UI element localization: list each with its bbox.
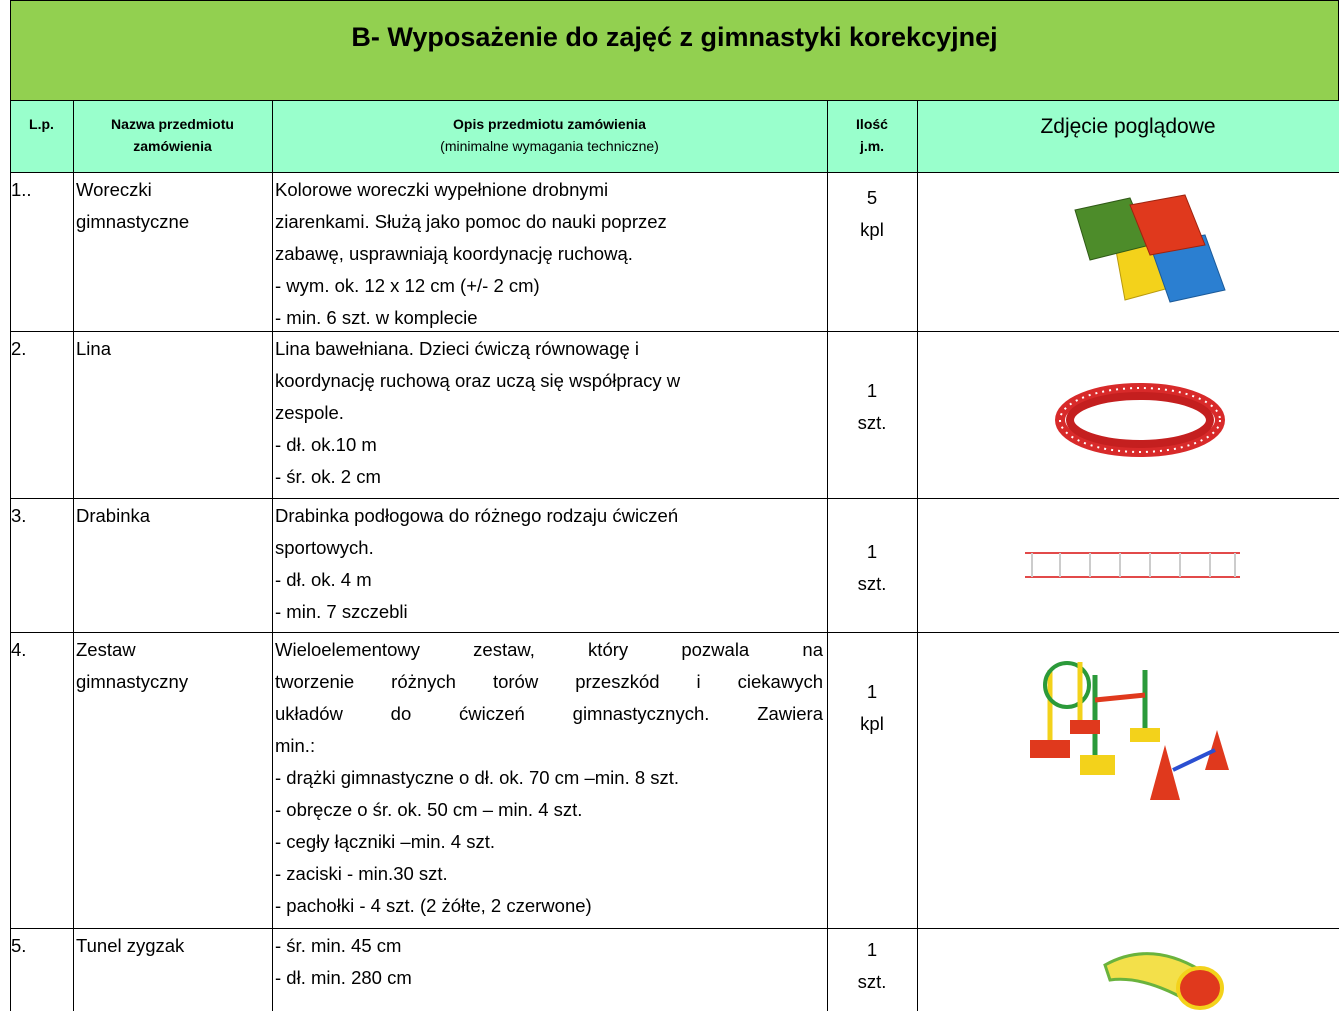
header-name: Nazwa przedmiotu xyxy=(111,116,234,132)
header-quantity: j.m. xyxy=(859,138,885,154)
description-line: Wieloelementowy zestaw, który pozwala na xyxy=(275,639,823,660)
description-line: - drążki gimnastyczne o dł. ok. 70 cm –m… xyxy=(275,767,680,788)
description-line: sportowych. xyxy=(275,537,374,558)
description-line: - pachołki - 4 szt. (2 żółte, 2 czerwone… xyxy=(275,895,592,916)
column-divider xyxy=(73,100,74,1011)
header-lp: L.p. xyxy=(29,116,54,132)
item-name: gimnastyczny xyxy=(76,671,189,692)
quantity-amount: 1 xyxy=(866,939,878,960)
column-divider xyxy=(827,100,828,1011)
description-line: Kolorowe woreczki wypełnione drobnymi xyxy=(275,179,609,200)
description-line: min.: xyxy=(275,735,316,756)
row-number: 4. xyxy=(11,639,27,660)
description-line: - śr. ok. 2 cm xyxy=(275,466,381,487)
row-number: 3. xyxy=(11,505,27,526)
row-border xyxy=(10,498,1339,499)
quantity-unit: szt. xyxy=(857,573,887,594)
row-border xyxy=(10,172,1339,173)
header-description: (minimalne wymagania techniczne) xyxy=(440,138,659,154)
item-name: gimnastyczne xyxy=(76,211,190,232)
row-number: 1.. xyxy=(11,179,32,200)
row-number: 5. xyxy=(11,935,27,956)
description-line: - min. 6 szt. w komplecie xyxy=(275,307,478,328)
description-line: Drabinka podłogowa do różnego rodzaju ćw… xyxy=(275,505,679,526)
row-border xyxy=(10,331,1339,332)
description-line: - śr. min. 45 cm xyxy=(275,935,402,956)
description-line: koordynację ruchową oraz uczą się współp… xyxy=(275,370,681,391)
description-line: - zaciski - min.30 szt. xyxy=(275,863,448,884)
description-line: ziarenkami. Służą jako pomoc do nauki po… xyxy=(275,211,667,232)
header-quantity: Ilość xyxy=(856,116,888,132)
quantity-unit: szt. xyxy=(857,971,887,992)
quantity-amount: 1 xyxy=(866,681,878,702)
quantity-amount: 1 xyxy=(866,541,878,562)
item-name: Lina xyxy=(76,338,111,359)
description-line: układów do ćwiczeń gimnastycznych. Zawie… xyxy=(275,703,823,724)
item-name: Woreczki xyxy=(76,179,152,200)
row-number: 2. xyxy=(11,338,27,359)
column-divider xyxy=(917,100,918,1011)
description-line: - cegły łączniki –min. 4 szt. xyxy=(275,831,496,852)
description-line: zespole. xyxy=(275,402,344,423)
description-line: Lina bawełniana. Dzieci ćwiczą równowagę… xyxy=(275,338,640,359)
quantity-unit: kpl xyxy=(860,219,884,240)
quantity-unit: szt. xyxy=(857,412,887,433)
photo-header xyxy=(917,100,1339,173)
image-bags xyxy=(1074,194,1226,303)
row-border xyxy=(10,928,1339,929)
description-line: - dł. min. 280 cm xyxy=(275,967,412,988)
description-line: - dł. ok.10 m xyxy=(275,434,377,455)
title-bar xyxy=(10,0,1339,101)
description-line: - wym. ok. 12 x 12 cm (+/- 2 cm) xyxy=(275,275,540,296)
image-tunnel xyxy=(1103,952,1224,1010)
image-rope xyxy=(1055,383,1225,457)
description-line: - dł. ok. 4 m xyxy=(275,569,372,590)
title: B- Wyposażenie do zajęć z gimnastyki kor… xyxy=(351,22,998,52)
column-divider xyxy=(272,100,273,1011)
row-border xyxy=(10,632,1339,633)
quantity-amount: 5 xyxy=(866,187,878,208)
column-divider xyxy=(10,100,11,1011)
description-line: zabawę, usprawniają koordynację ruchową. xyxy=(275,243,633,264)
item-name: Zestaw xyxy=(76,639,136,660)
image-set xyxy=(1030,661,1229,800)
quantity-unit: kpl xyxy=(860,713,884,734)
item-name: Drabinka xyxy=(76,505,151,526)
image-ladder xyxy=(1025,552,1240,578)
header-photo: Zdjęcie poglądowe xyxy=(1040,115,1216,138)
description-line: - obręcze o śr. ok. 50 cm – min. 4 szt. xyxy=(275,799,583,820)
item-name: Tunel zygzak xyxy=(76,935,185,956)
quantity-amount: 1 xyxy=(866,380,878,401)
header-description: Opis przedmiotu zamówienia xyxy=(453,116,646,132)
header-name: zamówienia xyxy=(133,138,212,154)
description-line: tworzenie różnych torów przeszkód i ciek… xyxy=(275,671,823,692)
description-line: - min. 7 szczebli xyxy=(275,601,408,622)
